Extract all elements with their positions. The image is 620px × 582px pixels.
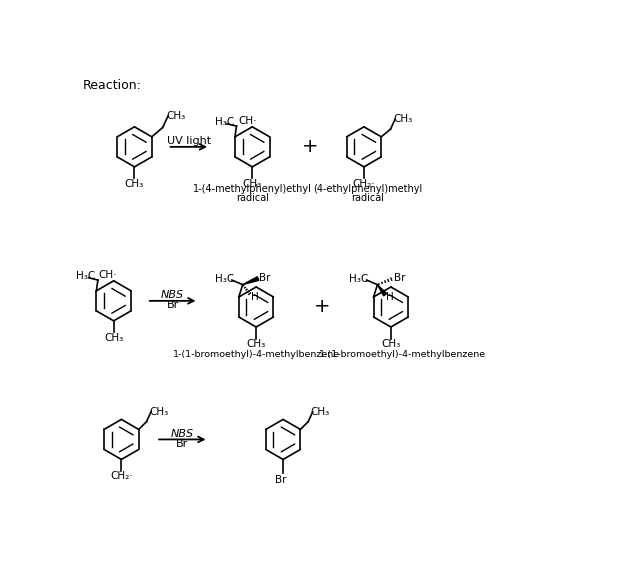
Text: CH₃: CH₃ xyxy=(381,339,401,349)
Text: Br: Br xyxy=(275,475,286,485)
Text: NBS: NBS xyxy=(161,290,184,300)
Polygon shape xyxy=(242,276,259,285)
Text: NBS: NBS xyxy=(170,429,194,439)
Text: H₃C: H₃C xyxy=(215,117,234,127)
Text: Br: Br xyxy=(259,273,271,283)
Text: CH₃: CH₃ xyxy=(149,407,169,417)
Text: Br: Br xyxy=(394,273,405,283)
Text: Br: Br xyxy=(176,439,188,449)
Text: radical: radical xyxy=(352,193,384,203)
Text: 1-(4-methylphenyl)ethyl: 1-(4-methylphenyl)ethyl xyxy=(193,184,312,194)
Text: CH₃: CH₃ xyxy=(393,114,412,124)
Polygon shape xyxy=(378,285,387,296)
Text: (4-ethylphenyl)methyl: (4-ethylphenyl)methyl xyxy=(313,184,422,194)
Text: CH₂·: CH₂· xyxy=(353,179,375,189)
Text: +: + xyxy=(314,297,330,317)
Text: 1-(1-bromoethyl)-4-methylbenzene: 1-(1-bromoethyl)-4-methylbenzene xyxy=(172,350,340,359)
Text: UV light: UV light xyxy=(167,136,211,147)
Text: Reaction:: Reaction: xyxy=(83,79,142,92)
Text: H: H xyxy=(386,292,394,302)
Text: CH₂·: CH₂· xyxy=(110,471,133,481)
Text: H₃C: H₃C xyxy=(215,274,234,284)
Text: CH₃: CH₃ xyxy=(166,111,185,121)
Text: H: H xyxy=(251,292,259,302)
Text: Br: Br xyxy=(167,300,179,310)
Text: 1-(1-bromoethyl)-4-methylbenzene: 1-(1-bromoethyl)-4-methylbenzene xyxy=(319,350,486,359)
Text: CH₃: CH₃ xyxy=(125,179,144,189)
Text: H₃C: H₃C xyxy=(349,274,368,284)
Text: CH·: CH· xyxy=(238,116,257,126)
Text: +: + xyxy=(302,137,318,157)
Text: H₃C: H₃C xyxy=(76,271,95,281)
Text: CH₃: CH₃ xyxy=(247,339,266,349)
Text: CH₃: CH₃ xyxy=(311,407,330,417)
Text: CH₃: CH₃ xyxy=(242,179,262,189)
Text: radical: radical xyxy=(236,193,269,203)
Text: CH₃: CH₃ xyxy=(104,333,123,343)
Text: CH·: CH· xyxy=(99,271,117,281)
